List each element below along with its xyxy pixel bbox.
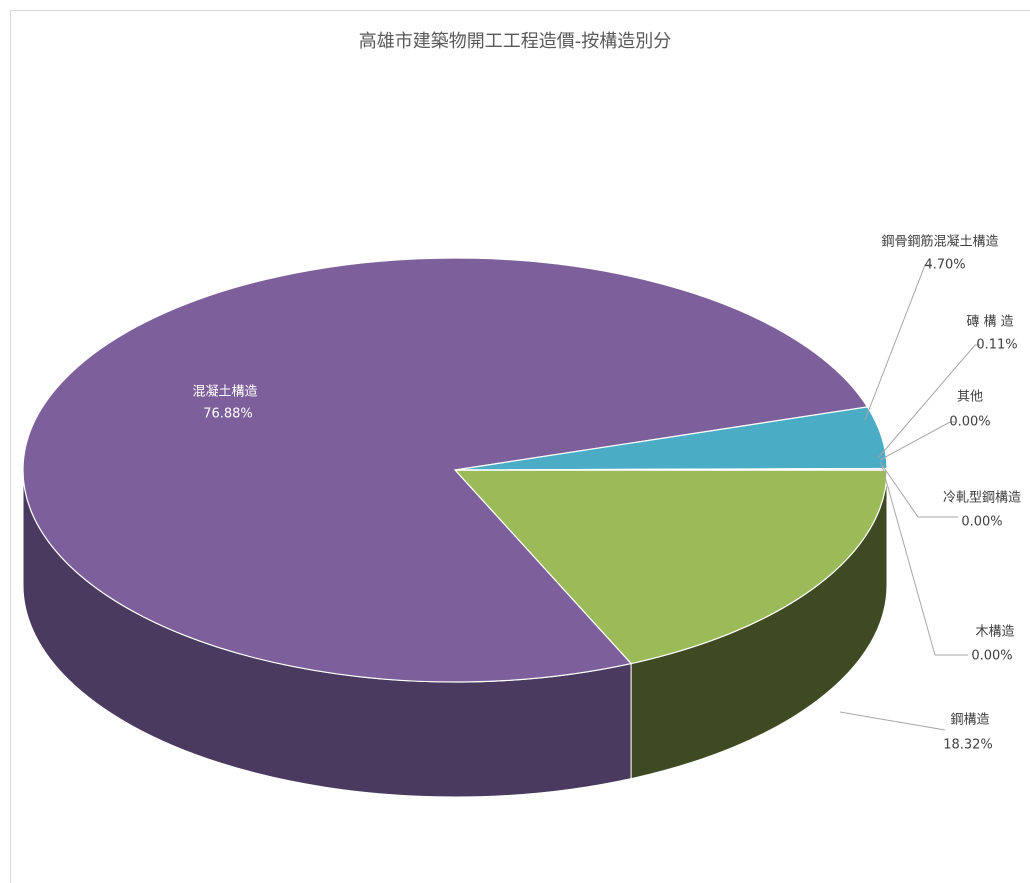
data-label-value: 0.00%	[971, 649, 1012, 664]
leader-line	[839, 711, 946, 731]
leader-line	[881, 465, 968, 656]
data-label-name: 混凝土構造	[192, 384, 257, 400]
pie-slice	[22, 257, 869, 683]
data-label-value: 0.00%	[961, 515, 1002, 530]
data-label-name: 鋼構造	[950, 713, 989, 728]
data-label-name: 木構造	[975, 625, 1014, 640]
data-label-name: 鋼骨鋼筋混凝土構造	[881, 234, 998, 250]
data-label-name: 其他	[957, 390, 983, 405]
data-label-name: 磚 構 造	[966, 315, 1013, 330]
data-label-value: 0.00%	[949, 415, 990, 430]
leader-line	[877, 344, 980, 459]
data-label-value: 4.70%	[924, 258, 965, 273]
data-label-value: 76.88%	[203, 407, 253, 422]
leader-line	[879, 461, 958, 518]
leader-line	[879, 421, 955, 461]
data-label-value: 18.32%	[943, 738, 993, 753]
leader-line	[864, 264, 932, 421]
data-label-name: 冷軋型鋼構造	[943, 491, 1021, 506]
chart-title: 高雄市建築物開工工程造價-按構造別分	[359, 31, 672, 52]
pie-slice	[453, 469, 888, 665]
data-label-value: 0.11%	[976, 338, 1017, 353]
